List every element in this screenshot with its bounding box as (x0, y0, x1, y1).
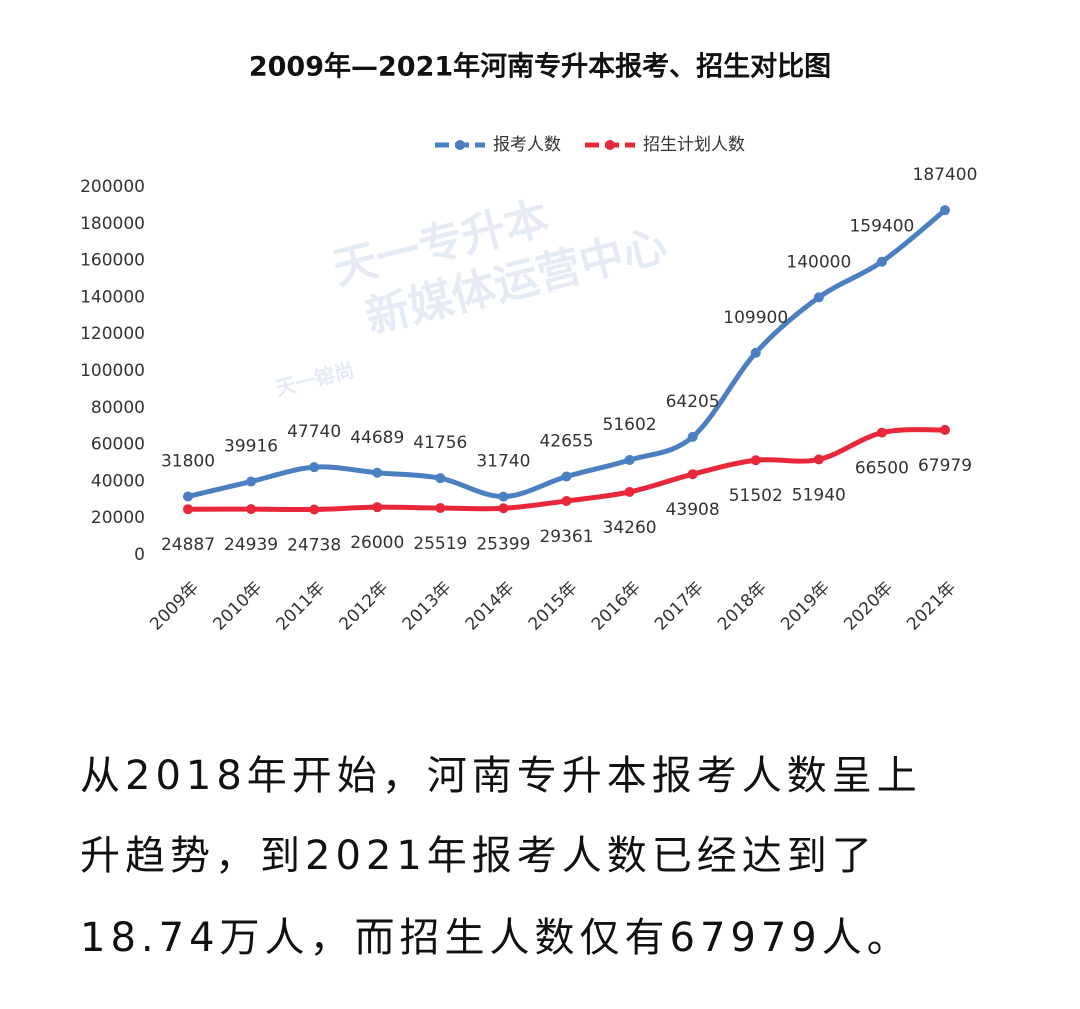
data-label: 51940 (792, 485, 846, 505)
point (498, 503, 509, 514)
point (876, 427, 887, 438)
watermark-text: 天一镕尚 (273, 358, 356, 401)
y-tick-label: 200000 (80, 177, 145, 197)
point (372, 467, 383, 478)
data-label: 25519 (413, 534, 467, 554)
data-label: 39916 (224, 437, 278, 457)
point (435, 473, 446, 484)
x-tick-label: 2014年 (462, 578, 519, 635)
y-tick-label: 180000 (80, 214, 145, 234)
data-label: 34260 (603, 518, 657, 538)
point (561, 495, 572, 506)
point (750, 455, 761, 466)
y-tick-label: 0 (134, 545, 145, 565)
point (940, 205, 950, 216)
y-tick-label: 40000 (91, 471, 145, 491)
point (813, 454, 824, 465)
x-tick-label: 2012年 (336, 578, 393, 635)
data-label: 187400 (913, 165, 978, 185)
data-label: 31740 (476, 452, 530, 472)
data-label: 26000 (350, 533, 404, 553)
y-tick-label: 120000 (80, 324, 145, 344)
y-tick-label: 160000 (80, 251, 145, 271)
x-tick-label: 2009年 (146, 578, 203, 635)
data-label: 64205 (666, 392, 720, 412)
y-tick-label: 80000 (91, 398, 145, 418)
data-label: 31800 (161, 451, 215, 471)
point (183, 504, 193, 515)
point (876, 256, 887, 267)
data-label: 41756 (413, 433, 467, 453)
data-label: 51502 (729, 486, 783, 506)
x-tick-label: 2016年 (588, 578, 645, 635)
point (246, 476, 257, 487)
y-tick-label: 140000 (80, 287, 145, 307)
point (435, 503, 446, 514)
data-label: 66500 (855, 459, 909, 479)
point (940, 424, 950, 435)
legend-swatch (455, 140, 465, 150)
legend-label: 报考人数 (493, 135, 561, 155)
point (372, 502, 383, 513)
y-tick-label: 60000 (91, 435, 145, 455)
caption-line: 升趋势，到2021年报考人数已经达到了 (80, 833, 877, 879)
x-tick-label: 2010年 (209, 578, 266, 635)
y-tick-label: 100000 (80, 361, 145, 381)
point (309, 504, 320, 515)
point (750, 347, 761, 358)
data-label: 140000 (786, 252, 851, 272)
data-label: 67979 (918, 456, 972, 476)
watermark: 天一专升本 新媒体运营中心 天一镕尚 (273, 192, 672, 401)
point (687, 431, 698, 442)
x-tick-label: 2018年 (714, 578, 771, 635)
x-tick-label: 2021年 (903, 578, 960, 635)
y-tick-label: 20000 (91, 508, 145, 528)
point (624, 455, 635, 466)
point (183, 491, 193, 502)
point (813, 292, 824, 303)
x-tick-label: 2013年 (399, 578, 456, 635)
point (624, 486, 635, 497)
point (246, 504, 257, 515)
caption-line: 从2018年开始，河南专升本报考人数呈上 (80, 753, 922, 799)
data-label: 25399 (476, 534, 530, 554)
data-label: 159400 (849, 217, 914, 237)
caption: 从2018年开始，河南专升本报考人数呈上 升趋势，到2021年报考人数已经达到了… (80, 753, 922, 961)
data-label: 51602 (603, 415, 657, 435)
data-label: 47740 (287, 422, 341, 442)
data-label: 109900 (723, 308, 788, 328)
x-tick-label: 2020年 (840, 578, 897, 635)
point (561, 471, 572, 482)
data-label: 43908 (666, 500, 720, 520)
legend-swatch (605, 140, 615, 150)
data-label: 44689 (350, 428, 404, 448)
data-label: 24887 (161, 535, 215, 555)
x-tick-label: 2015年 (525, 578, 582, 635)
legend-label: 招生计划人数 (643, 135, 745, 155)
caption-line: 18.74万人，而招生人数仅有67979人。 (80, 915, 912, 961)
data-label: 24939 (224, 535, 278, 555)
data-label: 42655 (539, 432, 593, 452)
point (687, 469, 698, 480)
x-tick-label: 2019年 (777, 578, 834, 635)
data-label: 24738 (287, 535, 341, 555)
x-tick-label: 2011年 (272, 578, 329, 635)
point (498, 491, 509, 502)
data-label: 29361 (539, 527, 593, 547)
point (309, 462, 320, 473)
x-tick-label: 2017年 (651, 578, 708, 635)
chart-title: 2009年—2021年河南专升本报考、招生对比图 (249, 51, 831, 83)
